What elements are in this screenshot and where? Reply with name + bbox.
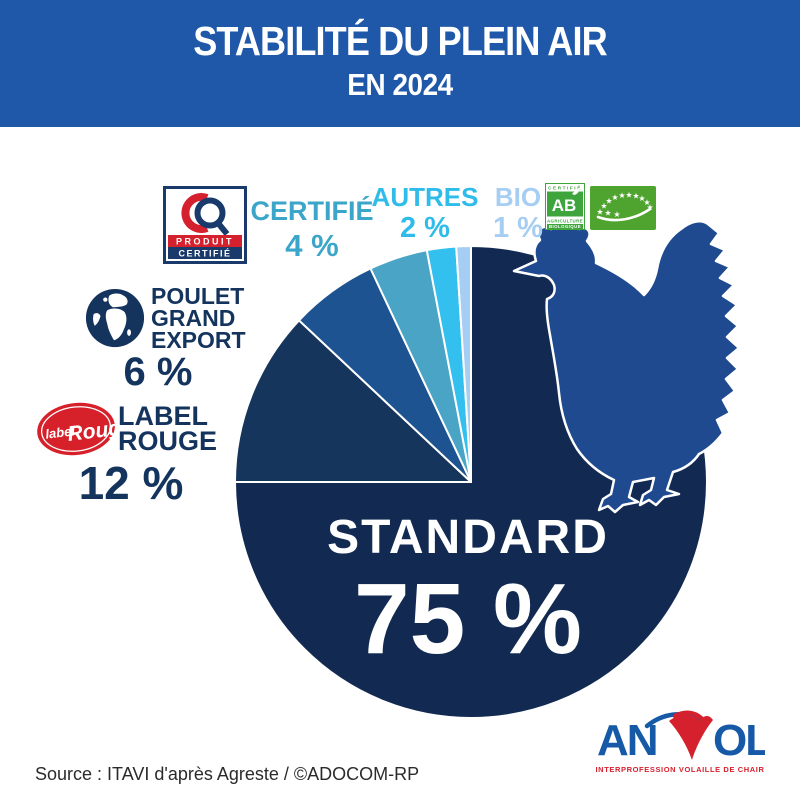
certifie-band-text: CERTIFIÉ [178, 249, 231, 259]
anvol-logo: AN OL INTERPROFESSION VOLAILLE DE CHAIR [595, 710, 773, 774]
produit-band-text: PRODUIT [176, 237, 234, 247]
poster-title: STABILITÉ DU PLEIN AIR [193, 18, 607, 64]
ab-line1-text: AGRICULTURE [547, 219, 583, 224]
poulet-grand-export-value: 6 % [123, 350, 193, 394]
produit-certifie-logo: PRODUIT CERTIFIÉ [163, 186, 247, 264]
ab-line2-text: BIOLOGIQUE [549, 224, 581, 229]
anvol-right-text: OL [713, 716, 765, 762]
standard-value: 75 % [354, 563, 582, 675]
pie-slice-bio [455, 245, 472, 483]
ab-mark-text: AB [552, 196, 577, 215]
eu-organic-leaf-logo [590, 186, 656, 230]
ab-top-text: CERTIFIÉ [548, 184, 582, 191]
anvol-tagline: INTERPROFESSION VOLAILLE DE CHAIR [595, 765, 765, 774]
label-rouge-word1: label [44, 423, 76, 442]
bio-label: BIO [494, 182, 542, 212]
ab-leaf-sprout [572, 188, 580, 195]
leaf-swoosh [596, 207, 652, 222]
anvol-v-swoosh [669, 715, 713, 760]
certifie-value: 4 % [285, 228, 339, 263]
anvol-wordmark: AN OL [597, 710, 773, 765]
poulet-grand-export-label: POULET GRAND EXPORT [151, 283, 281, 353]
label-rouge-line2: ROUGE [118, 426, 218, 456]
label-rouge-line1: LABEL [118, 401, 208, 431]
label-rouge-label: LABEL ROUGE [118, 401, 248, 456]
label-rouge-logo: label Rouge [37, 402, 118, 456]
globe-icon [85, 288, 145, 348]
autres-label: AUTRES [371, 182, 479, 212]
certified-c-mark [181, 193, 209, 233]
bio-value: 1 % [493, 212, 543, 244]
poulet-line1: POULET [151, 283, 245, 309]
label-rouge-value: 12 % [78, 457, 184, 509]
poster-subtitle: EN 2024 [347, 67, 453, 102]
ab-agriculture-biologique-logo: CERTIFIÉ AB AGRICULTURE BIOLOGIQUE [545, 183, 585, 230]
standard-label: STANDARD [327, 511, 609, 564]
pie-slice-label-rouge [234, 319, 472, 483]
poulet-line2: GRAND [151, 305, 236, 331]
autres-value: 2 % [400, 212, 450, 244]
certified-q-mark [194, 197, 226, 229]
certifie-label: CERTIFIÉ [250, 196, 374, 226]
poulet-line3: EXPORT [151, 327, 246, 353]
anvol-red-arc [672, 710, 704, 721]
source-text: Source : ITAVI d'après Agreste / ©ADOCOM… [35, 764, 420, 784]
header-banner: STABILITÉ DU PLEIN AIR EN 2024 [0, 0, 800, 127]
